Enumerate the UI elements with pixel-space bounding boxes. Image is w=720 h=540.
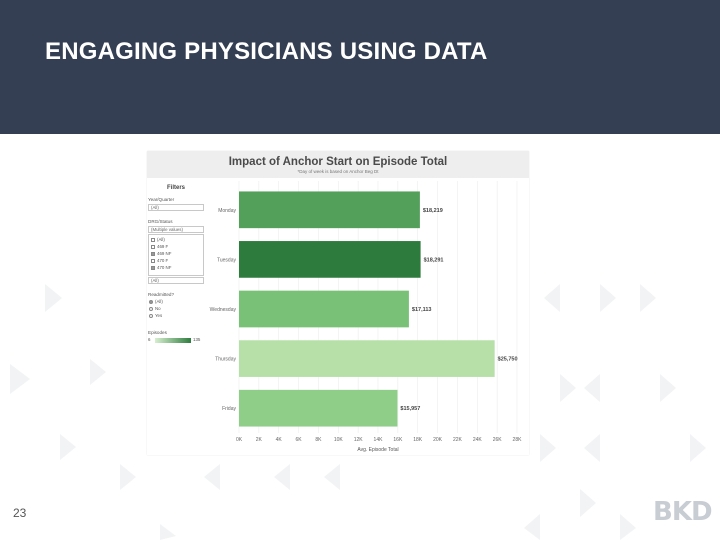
category-label: Monday [218,208,236,214]
drg-option[interactable]: 470 NF [151,265,171,270]
readmitted-option-all[interactable]: (All) [149,299,163,304]
x-tick-label: 6K [296,437,303,443]
episodes-legend-gradient [155,338,191,343]
data-label: $18,219 [423,208,443,214]
bar [239,340,495,377]
background-arrow-pattern [10,284,706,540]
checkbox-icon [151,237,155,242]
readmitted-option-no[interactable]: No [149,306,161,311]
slide-header: ENGAGING PHYSICIANS USING DATA [0,0,720,134]
x-tick-label: 24K [473,437,483,443]
radio-icon [149,313,153,318]
x-tick-label: 8K [315,437,322,443]
episodes-legend-min: 6 [148,337,151,342]
data-label: $15,957 [400,406,420,412]
filters-panel: Filters Year/Quarter (All) DRG/Status (M… [147,181,209,381]
page-number: 23 [13,506,27,520]
x-tick-label: 18K [413,437,423,443]
category-label: Tuesday [217,257,236,263]
filters-heading: Filters [167,185,186,191]
drg-option[interactable]: (All) [151,237,165,242]
drg-option[interactable]: 469 NF [151,251,171,256]
x-tick-label: 14K [374,437,384,443]
dashboard-title-bar: Impact of Anchor Start on Episode Total … [147,151,529,178]
x-tick-label: 4K [276,437,283,443]
x-tick-label: 16K [393,437,403,443]
x-tick-label: 20K [433,437,443,443]
bar [239,191,420,229]
category-label: Friday [222,406,236,412]
x-tick-label: 26K [493,437,503,443]
category-label: Wednesday [210,307,237,313]
episode-total-bar-chart: 0K 2K 4K 6K 8K 10K 12K 14K 16K 18K 20K 22K 24K 26K 28K… [210,181,523,453]
checkbox-icon [151,258,155,263]
bkd-logo: BKD [653,497,713,527]
checkbox-checked-icon [151,265,155,270]
drg-status-label: DRG/Status [148,219,173,224]
bar [239,290,409,328]
bar [239,241,421,278]
x-tick-label: 0K [236,437,243,443]
x-tick-label: 28K [513,437,523,443]
year-quarter-label: Year/Quarter [148,197,175,202]
checkbox-icon [151,244,155,249]
drg-status-footer[interactable]: (All) [148,277,204,284]
drg-status-select[interactable]: (Multiple values) [148,226,204,233]
year-quarter-select[interactable]: (All) [148,204,204,211]
x-tick-label: 12K [354,437,364,443]
readmitted-label: Readmitted? [148,292,175,297]
category-label: Thursday [215,357,236,363]
data-label: $25,750 [498,357,518,363]
dashboard-subtitle: *Day of week is based on Anchor Beg Dt [297,169,379,174]
readmitted-option-yes[interactable]: Yes [149,313,162,318]
episodes-legend-max: 135 [193,337,201,342]
drg-option[interactable]: 470 F [151,258,168,263]
x-tick-label: 10K [334,437,344,443]
bar [239,389,398,427]
data-label: $18,291 [424,257,444,263]
episodes-legend-label: Episodes [148,330,167,335]
x-axis-label: Avg. Episode Total [357,447,398,453]
x-tick-label: 22K [453,437,463,443]
checkbox-checked-icon [151,251,155,256]
drg-option[interactable]: 469 F [151,244,168,249]
data-label: $17,113 [412,307,432,313]
slide-title: ENGAGING PHYSICIANS USING DATA [45,38,488,65]
radio-selected-icon [149,299,153,304]
drg-status-list: (All) 469 F 469 NF 470 F 470 NF [148,234,204,276]
x-tick-label: 2K [256,437,263,443]
dashboard-title: Impact of Anchor Start on Episode Total [228,156,448,168]
radio-icon [149,306,153,311]
